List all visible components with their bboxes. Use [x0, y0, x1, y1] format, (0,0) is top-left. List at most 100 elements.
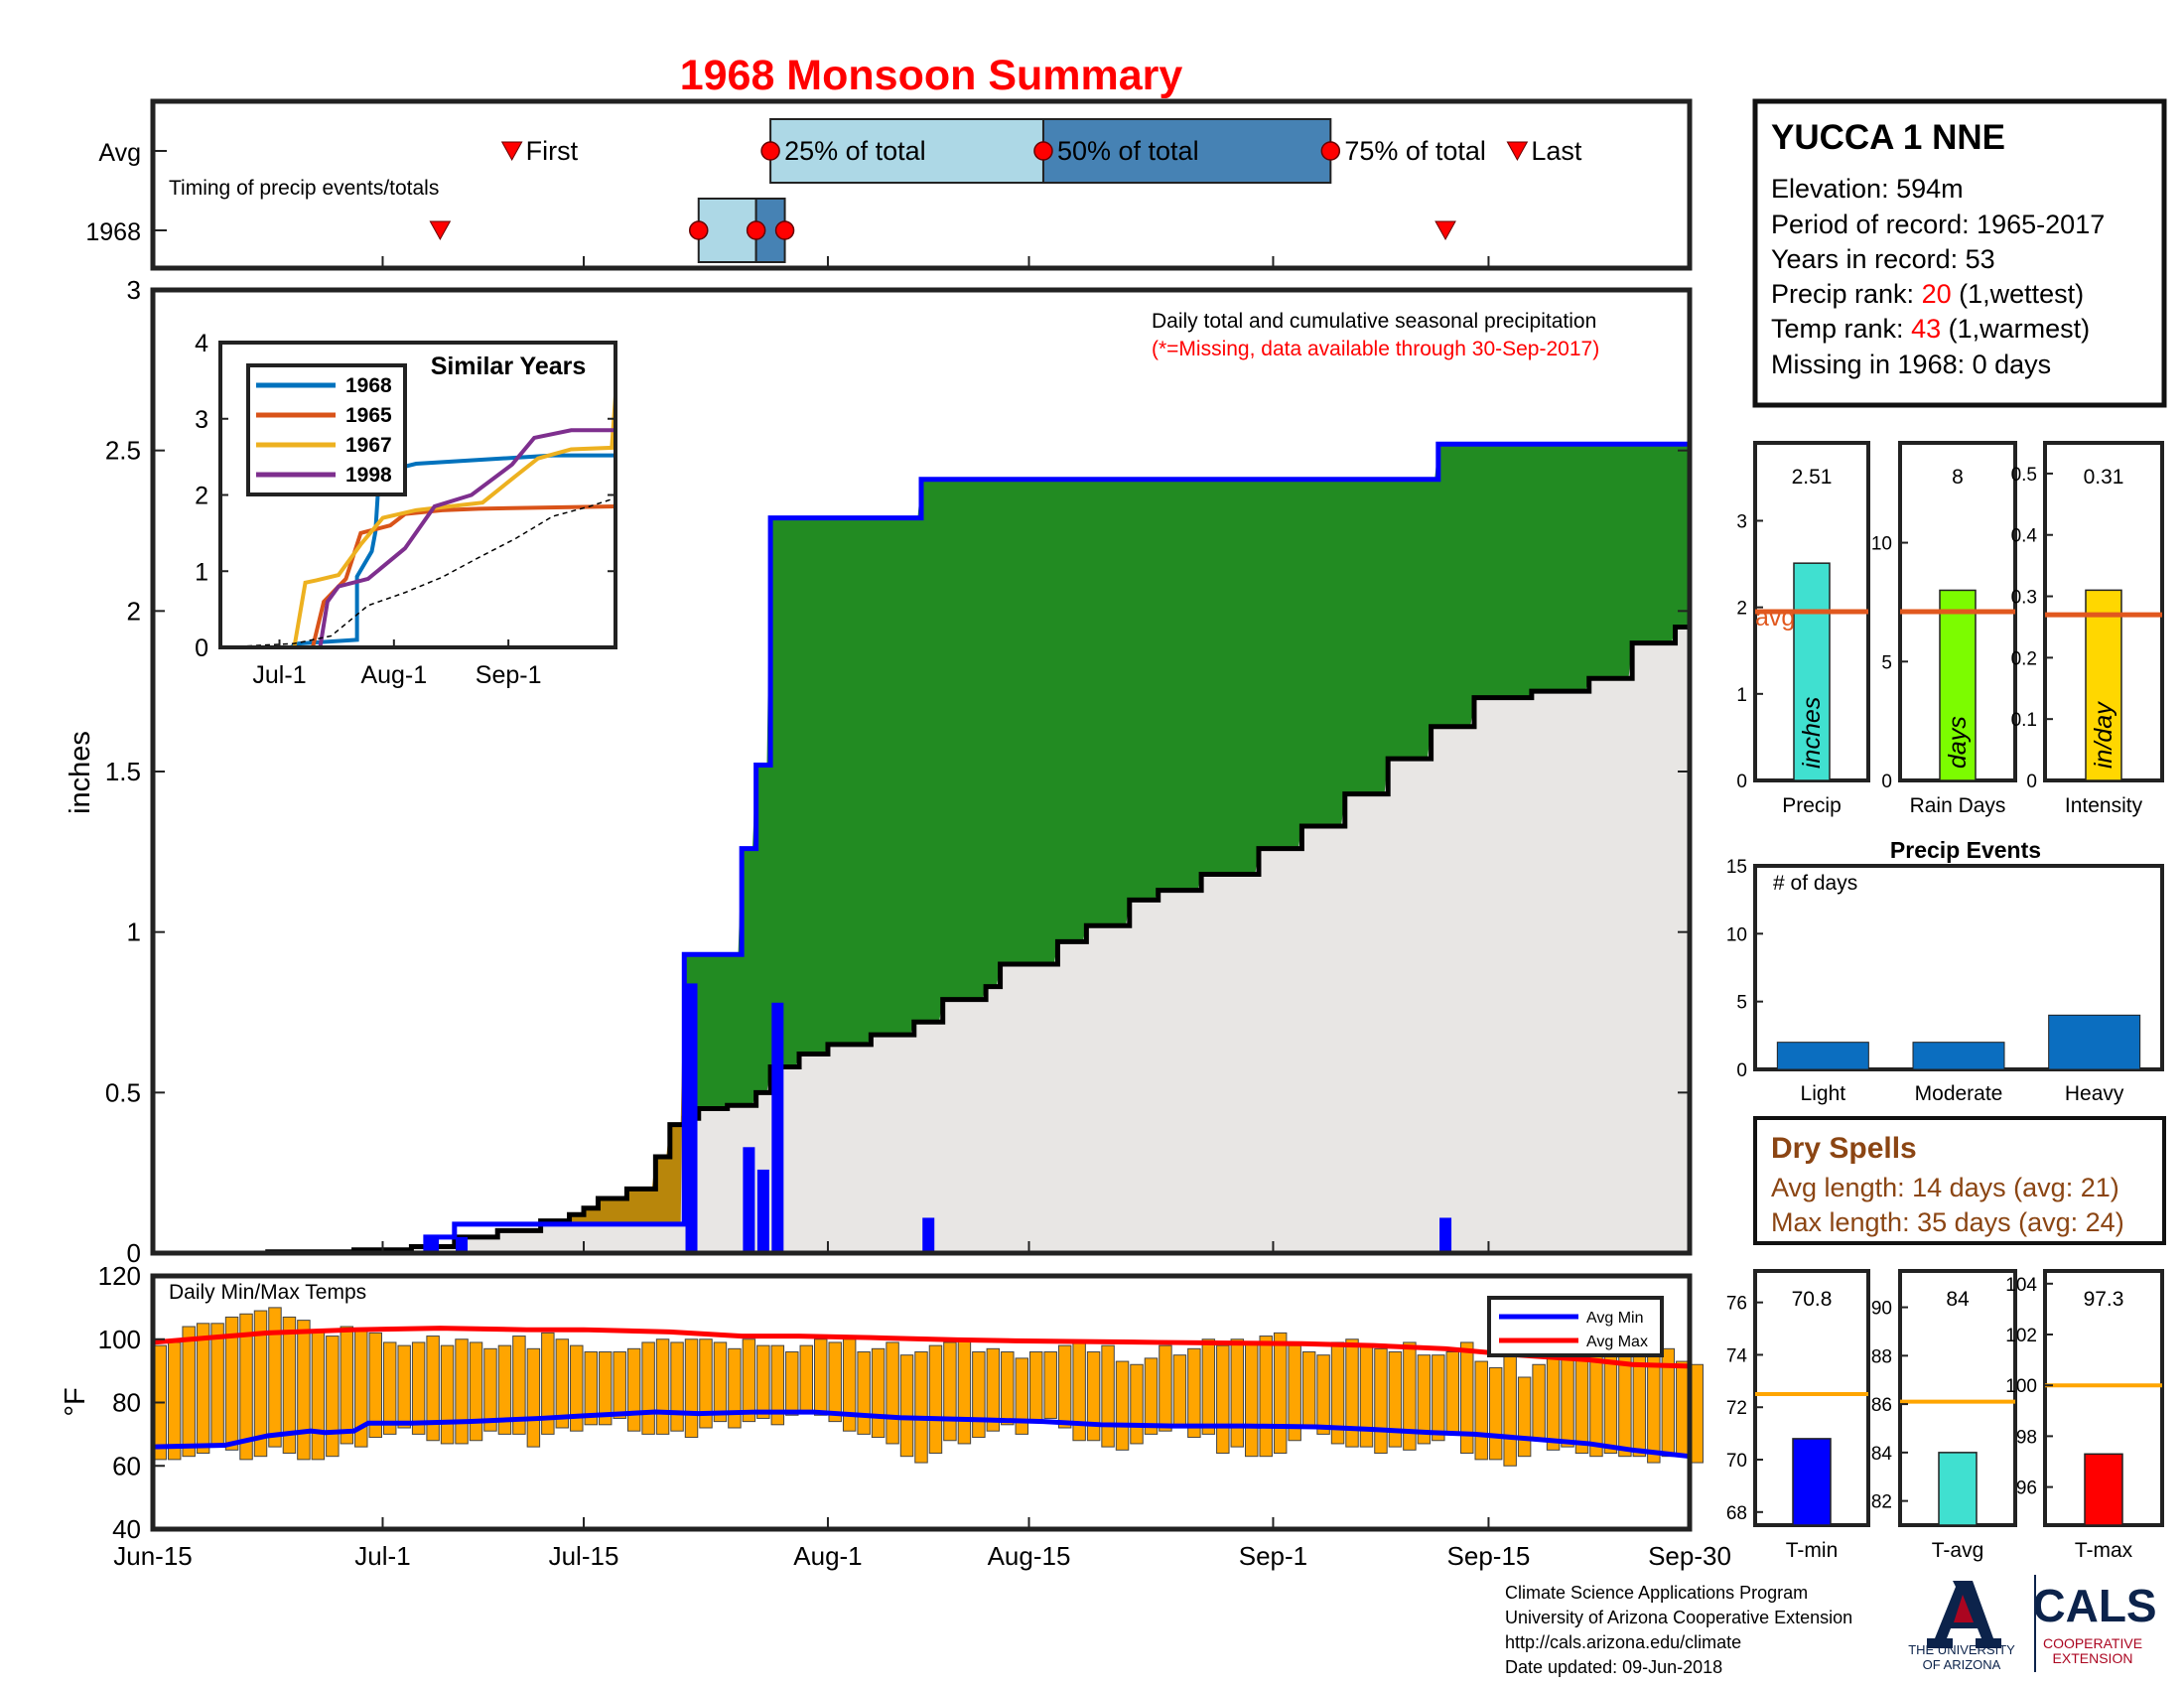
temp-range-bar [986, 1347, 1001, 1432]
temp-range-bar [455, 1338, 469, 1445]
temp-stat-ytick-label: 100 [2005, 1376, 2037, 1397]
1968-p50-marker [746, 220, 766, 240]
temp-range-bar [1632, 1351, 1647, 1458]
temp-range-bar [1230, 1338, 1245, 1448]
station-years: Years in record: 53 [1771, 244, 1995, 274]
temp-range-bar [1374, 1347, 1388, 1454]
temp-range-bar [340, 1326, 354, 1445]
station-info-box: YUCCA 1 NNE Elevation: 594m Period of re… [1752, 98, 2167, 408]
temp-range-bar [224, 1316, 239, 1451]
temp-range-bar [1474, 1360, 1488, 1461]
temp-range-bar [426, 1336, 440, 1442]
timing-row-1968: 1968 [85, 218, 141, 246]
cals-line-2: EXTENSION [2053, 1650, 2133, 1666]
daily-precip-bar-2 [456, 1236, 469, 1253]
university-of-arizona-logo: THE UNIVERSITY OF ARIZONA [1908, 1575, 2036, 1672]
temp-stat-ytick-label: 90 [1871, 1299, 1892, 1320]
temp-stat-ytick-label: 102 [2005, 1326, 2037, 1346]
temp-range-bar [886, 1341, 899, 1445]
avg-last-marker [1506, 141, 1529, 162]
temp-range-bar [770, 1344, 785, 1426]
timing-panel: First 25% of total 50% of total 75% of tota… [85, 98, 1693, 271]
precip-ytick-label: 0 [127, 1238, 141, 1268]
precip-rank-value: 20 [1922, 279, 1952, 309]
temp-range-bar [1057, 1344, 1072, 1429]
temp-range-bar [382, 1341, 397, 1435]
temp-stat-ytick-label: 104 [2005, 1275, 2037, 1296]
temp-range-bar [1172, 1354, 1187, 1429]
inset-ytick-label: 1 [195, 558, 208, 586]
similar-year-line-1967 [220, 395, 617, 649]
station-precip-rank: Precip rank: 20 (1,wettest) [1771, 279, 2084, 309]
temp-stat-ytick-label: 76 [1726, 1294, 1747, 1315]
temp-range-bar [1690, 1363, 1704, 1464]
stat-ytick-label: 10 [1871, 534, 1892, 555]
temp-range-bar [483, 1347, 497, 1432]
timing-label-last: Last [1531, 136, 1582, 166]
temp-range-bar [613, 1351, 626, 1419]
precip-panel: 0 0.5 1 1.5 2 2.5 3 inches Daily total and cum… [65, 275, 1693, 1268]
temp-range-bar [1589, 1347, 1603, 1458]
precip-ytick-label: 1 [127, 917, 141, 947]
inset-title: Similar Years [431, 352, 587, 380]
temp-range-bar [555, 1338, 570, 1429]
temp-range-bar [1245, 1341, 1259, 1458]
daily-precip-bar-8 [1439, 1217, 1452, 1253]
temp-range-bar [1403, 1341, 1417, 1451]
stat-unit-intensity: in/day [2090, 701, 2117, 769]
stat-ytick-label: 3 [1736, 511, 1747, 532]
temp-range-bar [799, 1344, 813, 1413]
temp-range-bar [598, 1351, 613, 1426]
stat-charts: 2.51 inches Precip 0 1 2 3 8 days Rain Days 0 5 10 0.… [1726, 441, 2164, 1562]
temp-range-bar [326, 1336, 340, 1458]
cals-line-1: COOPERATIVE [2043, 1635, 2142, 1651]
temp-range-bar [268, 1307, 282, 1448]
avg-cumulative-line [153, 625, 1690, 1256]
event-xlabel: Light [1801, 1082, 1846, 1105]
temp-range-bar [828, 1341, 842, 1423]
temp-range-bar [411, 1341, 426, 1435]
dry-spells-title: Dry Spells [1771, 1132, 1917, 1165]
stat-ytick-label: 0 [1736, 772, 1747, 792]
precip-ylabel: inches [65, 731, 96, 814]
event-ytick-label: 0 [1736, 1060, 1747, 1081]
temp-yticks: 40 60 80 100 120 [98, 1261, 165, 1544]
precip-plot [153, 441, 1690, 1256]
daily-precip-bar-5 [756, 1169, 769, 1253]
inset-frame-border [218, 341, 617, 649]
daily-precip-bar-4 [743, 1147, 755, 1253]
temp-stat-bar-tmin [1792, 1438, 1832, 1526]
temp-ytick-label: 80 [112, 1388, 141, 1418]
temp-range-bar [813, 1338, 828, 1416]
precip-ytick-label: 2.5 [105, 436, 141, 466]
temp-range-bar [210, 1323, 224, 1448]
timing-marks: First 25% of total 50% of total 75% of tota… [153, 118, 1582, 263]
temp-range-bar [512, 1336, 526, 1435]
stat-ytick-label: 2 [1736, 599, 1747, 620]
temp-range-bar [1273, 1332, 1288, 1454]
temp-range-bar [1001, 1351, 1015, 1426]
event-ytick-label: 5 [1736, 993, 1747, 1014]
precip-events-title: Precip Events [1890, 837, 2041, 863]
temp-ytick-label: 60 [112, 1451, 141, 1480]
similar-year-avg-line [219, 496, 616, 648]
temp-range-bar [1388, 1351, 1403, 1448]
temp-range-bar [1130, 1363, 1144, 1445]
daily-precip-bar-1 [427, 1236, 440, 1253]
temp-range-bar [1301, 1351, 1316, 1429]
avg-p25-marker [760, 141, 780, 161]
precip-ytick-label: 3 [127, 275, 141, 305]
temp-stat-ytick-label: 84 [1871, 1444, 1893, 1465]
temp-range-bar [1086, 1351, 1101, 1442]
temp-rank-value: 43 [1911, 314, 1941, 344]
temp-ytick-label: 100 [98, 1325, 141, 1354]
date-xtick-label: Jul-1 [354, 1541, 410, 1571]
temp-range-bar [1676, 1360, 1690, 1458]
event-xlabel: Heavy [2065, 1082, 2124, 1105]
temp-range-bar [957, 1338, 972, 1445]
inset-ytick-label: 4 [195, 330, 208, 357]
cumulative-1968-line [153, 441, 1690, 1256]
temp-stat-xlabel-tavg: T-avg [1932, 1539, 1984, 1562]
event-bar-moderate [1912, 1042, 2005, 1070]
footer-line-3: http://cals.arizona.edu/climate [1505, 1632, 1741, 1652]
